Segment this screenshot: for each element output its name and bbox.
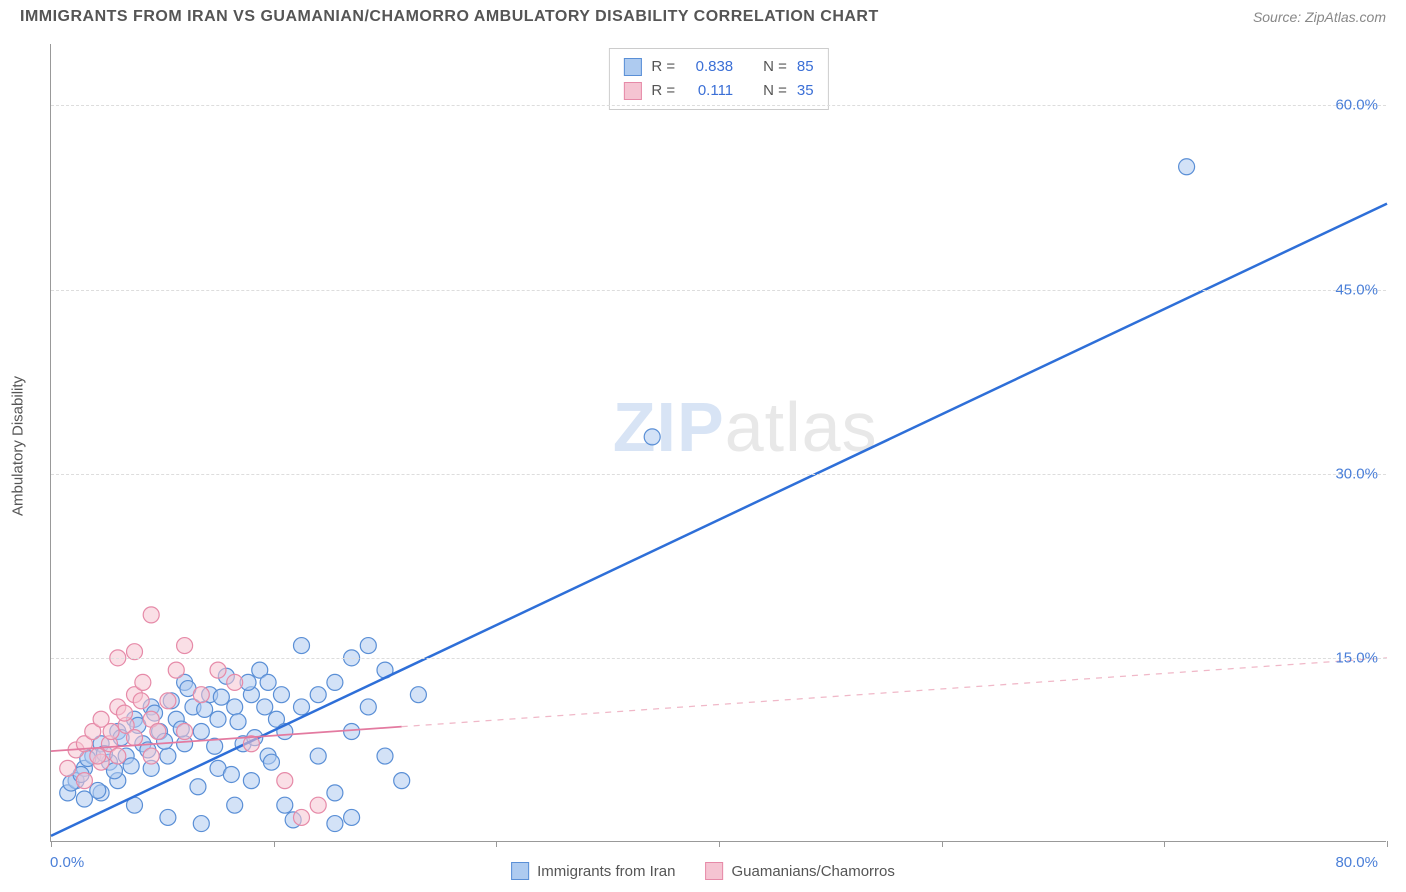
x-tick: [1387, 841, 1388, 847]
data-point: [160, 693, 176, 709]
data-point: [344, 809, 360, 825]
data-point: [273, 687, 289, 703]
x-tick: [496, 841, 497, 847]
data-point: [110, 748, 126, 764]
data-point: [310, 797, 326, 813]
data-point: [1179, 159, 1195, 175]
data-point: [168, 662, 184, 678]
source-label: Source: ZipAtlas.com: [1253, 9, 1386, 25]
y-tick-label: 60.0%: [1335, 97, 1378, 114]
data-point: [177, 724, 193, 740]
legend-label: Guamanians/Chamorros: [731, 863, 894, 880]
gridline: [51, 290, 1386, 291]
chart-title: IMMIGRANTS FROM IRAN VS GUAMANIAN/CHAMOR…: [20, 8, 879, 26]
data-point: [310, 748, 326, 764]
gridline: [51, 658, 1386, 659]
series-legend: Immigrants from Iran Guamanians/Chamorros: [511, 862, 895, 880]
data-point: [213, 689, 229, 705]
data-point: [227, 674, 243, 690]
data-point: [260, 674, 276, 690]
x-tick: [719, 841, 720, 847]
x-max-label: 80.0%: [1335, 854, 1378, 871]
data-point: [197, 701, 213, 717]
data-point: [193, 816, 209, 832]
data-point: [177, 638, 193, 654]
data-point: [103, 724, 119, 740]
data-point: [127, 730, 143, 746]
data-point: [135, 674, 151, 690]
legend-swatch: [705, 862, 723, 880]
data-point: [230, 714, 246, 730]
data-point: [123, 758, 139, 774]
x-tick: [51, 841, 52, 847]
data-point: [193, 724, 209, 740]
y-tick-label: 15.0%: [1335, 649, 1378, 666]
y-tick-label: 45.0%: [1335, 281, 1378, 298]
data-point: [263, 754, 279, 770]
data-point: [644, 429, 660, 445]
data-point: [360, 699, 376, 715]
legend-label: Immigrants from Iran: [537, 863, 675, 880]
legend-item: Immigrants from Iran: [511, 862, 675, 880]
scatter-svg: [51, 44, 1386, 841]
data-point: [160, 748, 176, 764]
data-point: [327, 816, 343, 832]
trend-line-dashed: [402, 658, 1387, 727]
data-point: [294, 809, 310, 825]
data-point: [133, 693, 149, 709]
x-tick: [942, 841, 943, 847]
data-point: [193, 687, 209, 703]
data-point: [277, 797, 293, 813]
data-point: [210, 711, 226, 727]
data-point: [76, 773, 92, 789]
legend-item: Guamanians/Chamorros: [705, 862, 894, 880]
x-tick: [274, 841, 275, 847]
gridline: [51, 105, 1386, 106]
x-tick: [1164, 841, 1165, 847]
legend-swatch: [511, 862, 529, 880]
data-point: [143, 748, 159, 764]
data-point: [360, 638, 376, 654]
data-point: [277, 773, 293, 789]
x-origin-label: 0.0%: [50, 854, 84, 871]
data-point: [243, 773, 259, 789]
chart-plot-area: ZIPatlas R =0.838N =85R =0.111N =35 15.0…: [50, 44, 1386, 842]
data-point: [327, 785, 343, 801]
data-point: [90, 782, 106, 798]
data-point: [190, 779, 206, 795]
data-point: [227, 699, 243, 715]
gridline: [51, 474, 1386, 475]
data-point: [327, 674, 343, 690]
data-point: [394, 773, 410, 789]
data-point: [294, 699, 310, 715]
y-tick-label: 30.0%: [1335, 465, 1378, 482]
data-point: [410, 687, 426, 703]
y-axis-label: Ambulatory Disability: [10, 376, 27, 516]
data-point: [143, 607, 159, 623]
data-point: [310, 687, 326, 703]
data-point: [90, 748, 106, 764]
data-point: [150, 724, 166, 740]
data-point: [160, 809, 176, 825]
data-point: [377, 748, 393, 764]
data-point: [227, 797, 243, 813]
data-point: [344, 724, 360, 740]
data-point: [223, 766, 239, 782]
data-point: [294, 638, 310, 654]
data-point: [210, 662, 226, 678]
data-point: [60, 760, 76, 776]
data-point: [116, 705, 132, 721]
data-point: [257, 699, 273, 715]
